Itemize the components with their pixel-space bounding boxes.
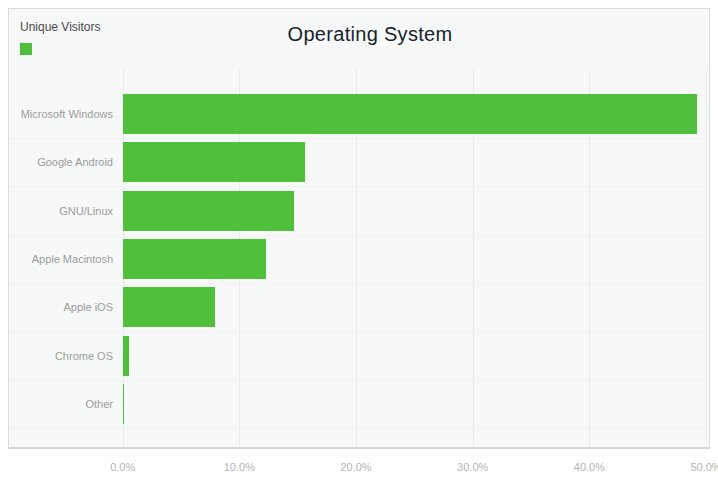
row-separator (9, 428, 709, 429)
x-tick-label: 20.0% (316, 461, 396, 473)
category-label: Microsoft Windows (9, 90, 113, 138)
x-tick-label: 30.0% (433, 461, 513, 473)
x-tick-label: 0.0% (83, 461, 163, 473)
chart-frame: Unique Visitors Operating System Microso… (8, 8, 710, 449)
category-label: Apple iOS (9, 283, 113, 331)
x-tick-label: 50.0% (666, 461, 718, 473)
row-separator (9, 283, 709, 284)
x-tick-label: 40.0% (549, 461, 629, 473)
row-separator (9, 380, 709, 381)
category-label: Chrome OS (9, 331, 113, 379)
bar-microsoft-windows (123, 94, 697, 134)
bar-google-android (123, 142, 305, 182)
category-label: Google Android (9, 138, 113, 186)
bar-gnu-linux (123, 191, 295, 231)
row-separator (9, 235, 709, 236)
bar-chrome-os (123, 336, 129, 376)
category-label: Other (9, 380, 113, 428)
category-label: Apple Macintosh (9, 235, 113, 283)
row-separator (9, 331, 709, 332)
category-label: GNU/Linux (9, 186, 113, 234)
row-separator (9, 138, 709, 139)
x-tick-label: 10.0% (199, 461, 279, 473)
plot-area: Microsoft WindowsGoogle AndroidGNU/Linux… (9, 9, 709, 447)
bar-apple-macintosh (123, 239, 267, 279)
bar-apple-ios (123, 287, 215, 327)
page: { "chart_data": { "type": "bar", "orient… (0, 0, 718, 487)
row-separator (9, 186, 709, 187)
gridline-5 (706, 69, 707, 446)
bar-other (123, 384, 124, 424)
